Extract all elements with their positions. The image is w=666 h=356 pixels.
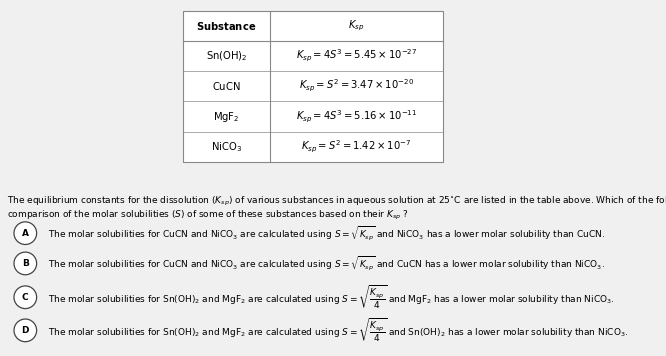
Text: The molar solubilities for Sn(OH)$_2$ and MgF$_2$ are calculated using $S = \sqr: The molar solubilities for Sn(OH)$_2$ an… bbox=[48, 317, 628, 344]
Text: The molar solubilities for Sn(OH)$_2$ and MgF$_2$ are calculated using $S = \sqr: The molar solubilities for Sn(OH)$_2$ an… bbox=[48, 284, 615, 311]
Text: $\mathrm{CuCN}$: $\mathrm{CuCN}$ bbox=[212, 80, 241, 92]
Ellipse shape bbox=[14, 252, 37, 275]
Text: The equilibrium constants for the dissolution ($K_{sp}$) of various substances i: The equilibrium constants for the dissol… bbox=[7, 195, 666, 208]
Text: A: A bbox=[22, 229, 29, 238]
Bar bbox=[183, 11, 443, 162]
Text: $\mathbf{Substance}$: $\mathbf{Substance}$ bbox=[196, 20, 256, 32]
Text: D: D bbox=[21, 326, 29, 335]
Text: $K_{sp} = S^2 = 1.42 \times 10^{-7}$: $K_{sp} = S^2 = 1.42 \times 10^{-7}$ bbox=[301, 139, 412, 155]
Text: $\mathrm{Sn(OH)_2}$: $\mathrm{Sn(OH)_2}$ bbox=[206, 49, 247, 63]
Text: $K_{sp} = 4S^3 = 5.16 \times 10^{-11}$: $K_{sp} = 4S^3 = 5.16 \times 10^{-11}$ bbox=[296, 109, 417, 125]
Text: B: B bbox=[22, 259, 29, 268]
Text: $K_{sp} = S^2 = 3.47 \times 10^{-20}$: $K_{sp} = S^2 = 3.47 \times 10^{-20}$ bbox=[299, 78, 414, 94]
Text: $K_{sp}$: $K_{sp}$ bbox=[348, 19, 364, 33]
Ellipse shape bbox=[14, 222, 37, 245]
Ellipse shape bbox=[14, 319, 37, 342]
Text: $K_{sp} = 4S^3 = 5.45 \times 10^{-27}$: $K_{sp} = 4S^3 = 5.45 \times 10^{-27}$ bbox=[296, 48, 417, 64]
Text: The molar solubilities for CuCN and NiCO$_3$ are calculated using $S = \sqrt{K_{: The molar solubilities for CuCN and NiCO… bbox=[48, 224, 605, 242]
Text: comparison of the molar solubilities ($S$) of some of these substances based on : comparison of the molar solubilities ($S… bbox=[7, 209, 409, 222]
Ellipse shape bbox=[14, 286, 37, 309]
Text: $\mathrm{NiCO_3}$: $\mathrm{NiCO_3}$ bbox=[211, 140, 242, 154]
Text: $\mathrm{MgF_2}$: $\mathrm{MgF_2}$ bbox=[213, 110, 240, 124]
Text: The molar solubilities for CuCN and NiCO$_3$ are calculated using $S = \sqrt{K_{: The molar solubilities for CuCN and NiCO… bbox=[48, 255, 605, 272]
Text: C: C bbox=[22, 293, 29, 302]
